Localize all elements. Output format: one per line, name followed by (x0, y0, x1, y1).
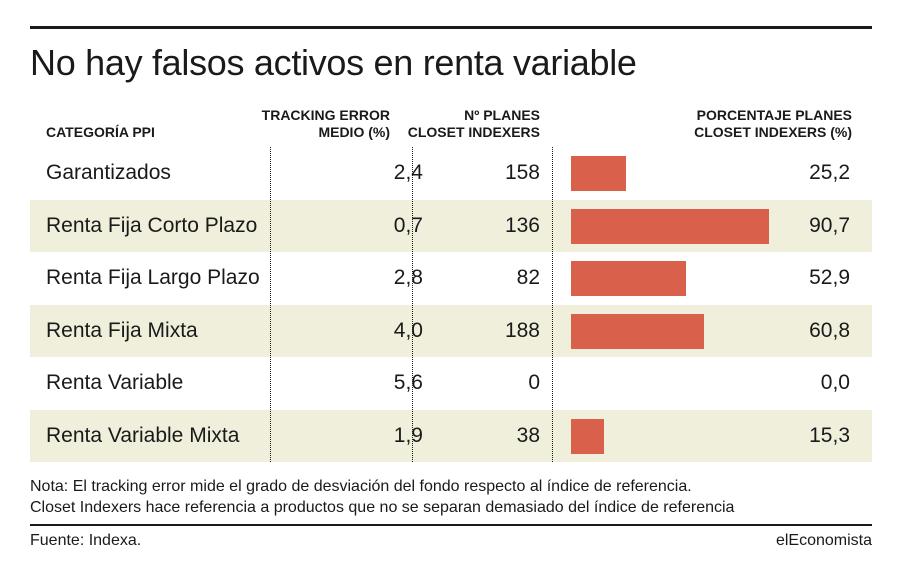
header-tracking-error: TRACKING ERROR MEDIO (%) (238, 107, 390, 141)
percentage-cell: 0,0 (820, 371, 850, 394)
num-plans-cell: 82 (516, 266, 540, 289)
footnote: Nota: El tracking error mide el grado de… (30, 476, 734, 518)
bar-track (571, 156, 789, 191)
table-row: Renta Fija Largo Plazo 2,8 82 52,9 (30, 252, 872, 305)
header-percentage-line1: PORCENTAJE PLANES (696, 107, 852, 123)
tracking-error-cell: 0,7 (393, 213, 423, 237)
footnote-line1: Nota: El tracking error mide el grado de… (30, 478, 692, 495)
tracking-error-cell: 5,6 (393, 371, 423, 394)
num-plans-cell: 158 (504, 161, 540, 184)
header-num-plans: Nº PLANES CLOSET INDEXERS (392, 107, 540, 141)
category-cell: Renta Fija Corto Plazo (46, 213, 258, 237)
header-num-plans-line2: CLOSET INDEXERS (407, 124, 540, 140)
percentage-cell: 25,2 (809, 161, 850, 184)
percentage-cell: 52,9 (809, 266, 850, 289)
tracking-error-cell: 4,0 (393, 318, 423, 342)
percentage-bar (571, 261, 687, 296)
header-num-plans-line1: Nº PLANES (464, 107, 540, 123)
table-row: Garantizados 2,4 158 25,2 (30, 147, 872, 200)
bottom-rule (30, 524, 872, 526)
percentage-cell: 90,7 (809, 213, 850, 237)
bar-track (571, 261, 789, 296)
footnote-line2: Closet Indexers hace referencia a produc… (30, 499, 735, 516)
data-table: Garantizados 2,4 158 25,2 Renta Fija Cor… (30, 147, 872, 462)
percentage-bar (571, 156, 626, 191)
header-tracking-error-line2: MEDIO (%) (318, 124, 390, 140)
num-plans-cell: 0 (528, 371, 540, 394)
tracking-error-cell: 2,4 (393, 161, 423, 184)
percentage-bar (571, 313, 704, 349)
percentage-cell: 60,8 (809, 318, 850, 342)
chart-title: No hay falsos activos en renta variable (30, 42, 637, 83)
percentage-bar (571, 418, 605, 454)
bar-track (571, 208, 789, 244)
header-tracking-error-line1: TRACKING ERROR (261, 107, 390, 123)
table-row: Renta Fija Mixta 4,0 188 60,8 (30, 304, 872, 357)
header-category: CATEGORÍA PPI (46, 124, 155, 140)
bar-track (571, 313, 789, 349)
category-cell: Renta Variable Mixta (46, 423, 240, 447)
column-divider (412, 147, 413, 462)
publisher-brand: elEconomista (775, 532, 872, 549)
category-cell: Renta Fija Largo Plazo (46, 266, 260, 289)
num-plans-cell: 136 (504, 213, 540, 237)
table-row: Renta Variable 5,6 0 0,0 (30, 357, 872, 410)
source-credit: Fuente: Indexa. (30, 532, 142, 549)
column-divider (270, 147, 271, 462)
table-row: Renta Variable Mixta 1,9 38 15,3 (30, 409, 872, 462)
tracking-error-cell: 1,9 (393, 423, 423, 447)
category-cell: Renta Fija Mixta (46, 318, 198, 342)
tracking-error-cell: 2,8 (393, 266, 423, 289)
top-rule (30, 26, 872, 29)
header-percentage-line2: CLOSET INDEXERS (%) (694, 124, 852, 140)
table-row: Renta Fija Corto Plazo 0,7 136 90,7 (30, 199, 872, 252)
num-plans-cell: 38 (516, 423, 540, 447)
category-cell: Garantizados (46, 161, 171, 184)
category-cell: Renta Variable (46, 371, 184, 394)
header-percentage: PORCENTAJE PLANES CLOSET INDEXERS (%) (640, 107, 852, 141)
num-plans-cell: 188 (504, 318, 540, 342)
column-divider (552, 147, 553, 462)
percentage-bar (571, 208, 769, 244)
percentage-cell: 15,3 (809, 423, 850, 447)
bar-track (571, 418, 789, 454)
